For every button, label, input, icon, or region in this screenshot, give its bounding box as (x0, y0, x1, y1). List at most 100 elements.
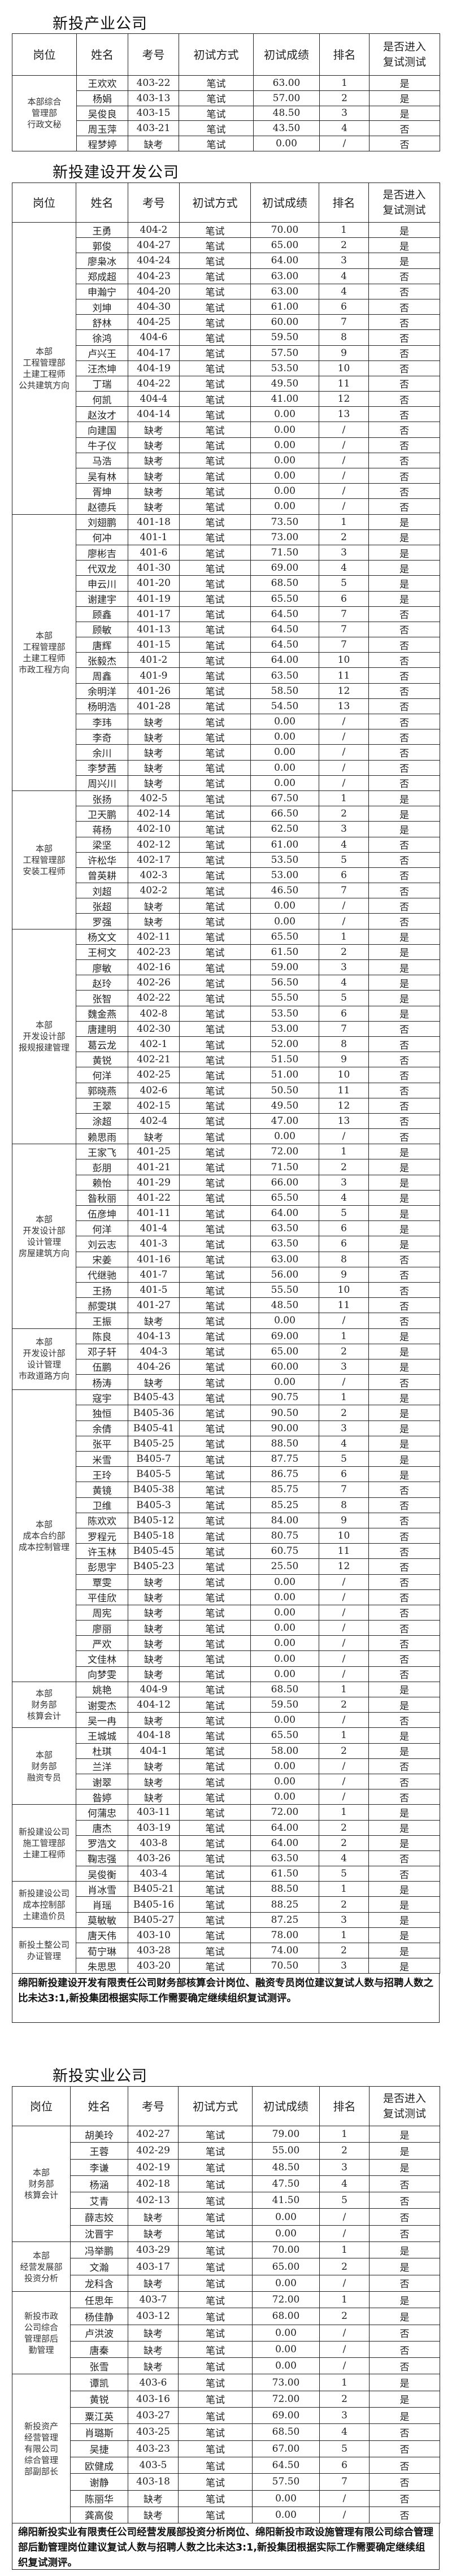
table-row: 黄锐 402-21 笔试 51.50 9 否 (12, 1052, 440, 1068)
exam-number: B405-12 (128, 1512, 180, 1528)
header-score: 初试成绩 (252, 2086, 320, 2126)
table-row: 黄锐 403-16 笔试 72.00 2 是 (12, 2390, 440, 2408)
exam-score: 0.00 (250, 1789, 319, 1805)
advance-status: 否 (368, 1866, 440, 1882)
exam-number: 403-23 (128, 2440, 179, 2457)
advance-status: 否 (368, 283, 440, 299)
exam-number: 401-4 (128, 1220, 180, 1237)
rank: / (319, 1789, 369, 1805)
candidate-name: 吴一冉 (76, 1712, 128, 1728)
exam-method: 笔试 (179, 253, 251, 269)
advance-status: 否 (368, 1789, 440, 1805)
rank: 2 (319, 1159, 369, 1175)
candidate-name: 王欢欢 (76, 75, 128, 91)
exam-method: 笔试 (179, 1297, 251, 1314)
exam-method: 笔试 (178, 2423, 253, 2441)
table-row: 彭朋 401-21 笔试 71.50 2 是 (12, 1159, 440, 1175)
rank: / (319, 483, 369, 499)
exam-score: 62.50 (250, 821, 319, 837)
rank: 5 (319, 1866, 369, 1882)
exam-number: 401-5 (128, 1282, 180, 1298)
exam-score: 53.00 (250, 867, 319, 884)
exam-score: 63.50 (250, 667, 319, 684)
exam-number: 缺考 (128, 136, 179, 151)
advance-status: 否 (369, 2506, 440, 2524)
exam-method: 笔试 (179, 928, 251, 945)
header-row: 岗位 姓名 考号 初试方式 初试成绩 排名 是否进入 复试测试 (12, 33, 440, 76)
candidate-name: 王扬 (76, 1282, 128, 1298)
advance-status: 是 (368, 1912, 440, 1928)
table-row: 龙科含 缺考 笔试 0.00/否 (12, 2274, 440, 2292)
exam-number: 缺考 (128, 1604, 180, 1621)
exam-score: 67.50 (250, 790, 319, 807)
advance-status: 否 (368, 452, 440, 469)
exam-method: 笔试 (179, 744, 251, 761)
exam-method: 笔试 (179, 1482, 251, 1498)
table-row: 余明洋 401-26 笔试 58.50 12 否 (12, 683, 440, 699)
rank: 3 (319, 1358, 369, 1375)
advance-status: 是 (368, 1144, 440, 1160)
advance-status: 否 (368, 606, 440, 622)
rank: 2 (319, 1819, 369, 1836)
advance-status: 否 (368, 836, 440, 853)
table-row: 谢雯杰 404-12 笔试 59.50 2 是 (12, 1696, 440, 1713)
exam-number: 404-26 (128, 1358, 180, 1375)
candidate-name: 卫维 (76, 1497, 128, 1513)
rank: 3 (319, 2407, 370, 2425)
exam-score: 59.00 (250, 959, 319, 976)
table-row: 杨明浩 401-28 笔试 54.50 13 否 (12, 698, 440, 715)
exam-method: 笔试 (179, 1236, 251, 1252)
rank: 3 (319, 1420, 369, 1436)
candidate-name: 马浩 (76, 452, 128, 469)
exam-number: 404-24 (128, 253, 180, 269)
advance-status: 否 (368, 268, 440, 284)
exam-score: 63.00 (253, 75, 320, 91)
advance-status: 否 (369, 2192, 440, 2209)
exam-number: 缺考 (128, 2357, 179, 2375)
exam-score: 0.00 (250, 1604, 319, 1621)
exam-number: 404-14 (128, 406, 180, 423)
candidate-name: 独恒 (76, 1405, 128, 1421)
candidate-name: 周玉萍 (76, 120, 128, 137)
exam-method: 笔试 (179, 667, 251, 684)
rank: / (319, 2506, 370, 2524)
exam-number: 401-19 (128, 590, 180, 607)
exam-method: 笔试 (179, 283, 251, 299)
exam-number: 404-12 (128, 1696, 180, 1713)
exam-method: 笔试 (179, 237, 251, 254)
exam-number: 404-9 (128, 1681, 180, 1698)
rank: / (319, 437, 369, 453)
exam-method: 笔试 (179, 1497, 251, 1513)
exam-score: 0.00 (250, 483, 319, 499)
exam-number: 缺考 (128, 452, 180, 469)
exam-score: 71.50 (250, 544, 319, 561)
table-row: 兰洋 缺考 笔试 0.00/否 (12, 1758, 440, 1774)
exam-method: 笔试 (179, 1020, 251, 1037)
rank: / (319, 498, 369, 515)
advance-status: 是 (368, 1328, 440, 1344)
rank: 1 (319, 1804, 369, 1821)
header-exam-method: 初试方式 (178, 2086, 253, 2126)
advance-status: 否 (368, 621, 440, 638)
advance-status: 是 (369, 90, 440, 106)
candidate-name: 杨涛 (76, 1374, 128, 1391)
rank: 6 (319, 867, 369, 884)
exam-number: 404-22 (128, 375, 180, 392)
advance-status: 否 (368, 298, 440, 315)
exam-method: 笔试 (179, 698, 251, 715)
candidate-name: 何冲 (76, 529, 128, 545)
exam-number: 401-2 (128, 652, 180, 668)
advance-status: 否 (368, 1620, 440, 1636)
exam-score: 72.00 (250, 1144, 319, 1160)
table-row: 彭思宇 B405-23 笔试 25.50 12 否 (12, 1558, 440, 1575)
exam-method: 笔试 (179, 1082, 251, 1098)
exam-method: 笔试 (179, 821, 251, 837)
exam-score: 0.00 (252, 2208, 320, 2226)
advance-status: 否 (368, 1574, 440, 1590)
exam-number: B405-21 (128, 1881, 180, 1897)
exam-number: 缺考 (128, 744, 180, 761)
table-row: 吴俊衡 403-4 笔试 61.50 5 否 (12, 1866, 440, 1882)
header-position: 岗位 (12, 2086, 71, 2126)
advance-status: 是 (368, 959, 440, 976)
advance-status: 是 (368, 1435, 440, 1452)
